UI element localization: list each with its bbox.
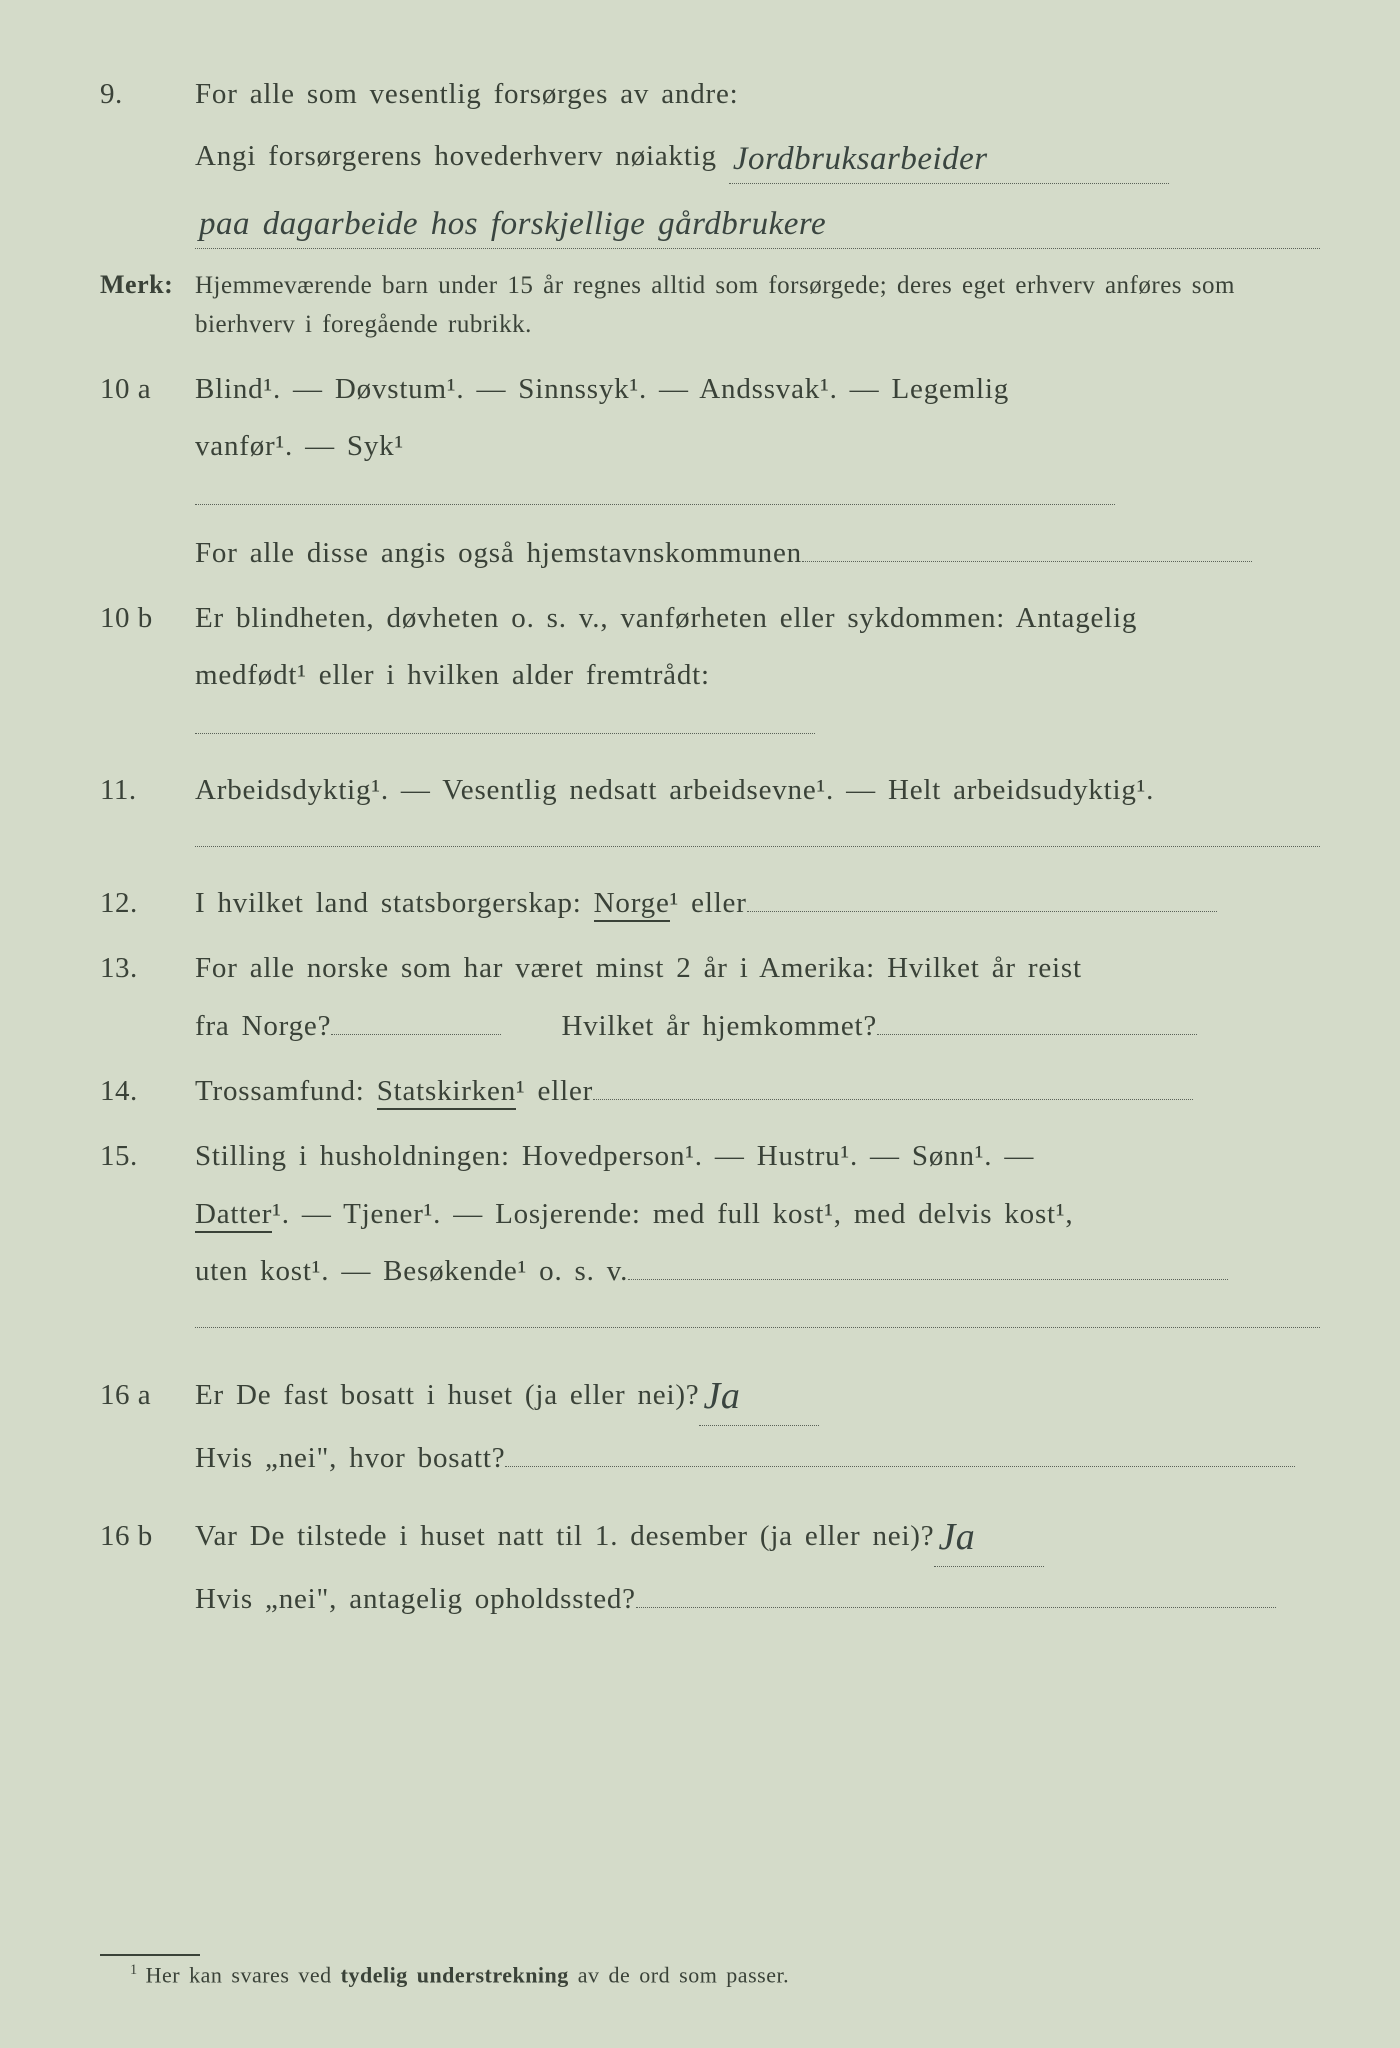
q10b-row2: medfødt¹ eller i hvilken alder fremtrådt… <box>100 651 1320 750</box>
q11-text: Arbeidsdyktig¹. — Vesentlig nedsatt arbe… <box>195 766 1320 815</box>
q13-fill2 <box>877 1034 1197 1035</box>
q16a-hand: Ja <box>699 1364 744 1429</box>
q9-prefix: Angi forsørgerens hovederhverv nøiaktig <box>195 140 717 172</box>
q14-text: Trossamfund: Statskirken¹ eller <box>195 1067 1320 1116</box>
q12-text: I hvilket land statsborgerskap: Norge¹ e… <box>195 879 1320 928</box>
q13-number: 13. <box>100 944 195 993</box>
q16a-text2: Hvis „nei", hvor bosatt? <box>195 1434 1320 1483</box>
footnote-rule <box>100 1954 200 1956</box>
q13-fill1 <box>331 1034 501 1035</box>
q10b-text2: medfødt¹ eller i hvilken alder fremtrådt… <box>195 651 1320 750</box>
q13-row1: 13. For alle norske som har været minst … <box>100 944 1320 993</box>
q10a-number: 10 a <box>100 365 195 414</box>
q16b-text2: Hvis „nei", antagelig opholdssted? <box>195 1575 1320 1624</box>
footnote: 1Her kan svares ved tydelig understrekni… <box>130 1962 1320 1988</box>
q12-underlined: Norge <box>594 887 670 922</box>
q16b-fill2 <box>636 1607 1276 1608</box>
q10a-row2: vanfør¹. — Syk¹ <box>100 422 1320 521</box>
q10a-fill2 <box>802 561 1252 562</box>
q16a-row2: Hvis „nei", hvor bosatt? <box>100 1434 1320 1483</box>
q16a-text1: Er De fast bosatt i huset (ja eller nei)… <box>195 1360 1320 1426</box>
q14-fill <box>593 1099 1193 1100</box>
q13-text1: For alle norske som har været minst 2 år… <box>195 944 1320 993</box>
q16b-row1: 16 b Var De tilstede i huset natt til 1.… <box>100 1501 1320 1567</box>
q16b-text1: Var De tilstede i huset natt til 1. dese… <box>195 1501 1320 1567</box>
q15-row2: Datter¹. — Tjener¹. — Losjerende: med fu… <box>100 1190 1320 1239</box>
q12-row: 12. I hvilket land statsborgerskap: Norg… <box>100 879 1320 928</box>
q11-fill <box>195 825 1320 847</box>
q15-text2: Datter¹. — Tjener¹. — Losjerende: med fu… <box>195 1190 1320 1239</box>
q11-row: 11. Arbeidsdyktig¹. — Vesentlig nedsatt … <box>100 766 1320 815</box>
merk-text: Hjemmeværende barn under 15 år regnes al… <box>195 267 1320 345</box>
q15-row3: uten kost¹. — Besøkende¹ o. s. v. <box>100 1247 1320 1296</box>
q16a-number: 16 a <box>100 1371 195 1420</box>
q14-row: 14. Trossamfund: Statskirken¹ eller <box>100 1067 1320 1116</box>
q10a-fill1 <box>195 504 1115 505</box>
q16b-number: 16 b <box>100 1512 195 1561</box>
q11-number: 11. <box>100 766 195 815</box>
q14-number: 14. <box>100 1067 195 1116</box>
q9-number: 9. <box>100 70 195 119</box>
q16b-hand: Ja <box>934 1505 979 1570</box>
q16a-fill1: Ja <box>699 1360 819 1426</box>
footnote-marker: 1 <box>130 1962 138 1978</box>
q10a-row1: 10 a Blind¹. — Døvstum¹. — Sinnssyk¹. — … <box>100 365 1320 414</box>
q9-text1: For alle som vesentlig forsørges av andr… <box>195 70 1320 119</box>
q9-fill2: paa dagarbeide hos forskjellige gårdbruk… <box>195 192 1320 249</box>
merk-label: Merk: <box>100 263 195 307</box>
q15-text1: Stilling i husholdningen: Hovedperson¹. … <box>195 1132 1320 1181</box>
q9-row1: 9. For alle som vesentlig forsørges av a… <box>100 70 1320 119</box>
q9-hand1: Jordbruksarbeider <box>729 131 992 187</box>
q15-fill1 <box>628 1279 1228 1280</box>
q16a-fill2 <box>505 1466 1295 1467</box>
q9-row2: Angi forsørgerens hovederhverv nøiaktig … <box>100 127 1320 184</box>
q13-row2: fra Norge? Hvilket år hjemkommet? <box>100 1002 1320 1051</box>
q14-underlined: Statskirken <box>377 1075 516 1110</box>
q10b-fill <box>195 733 815 734</box>
q10b-number: 10 b <box>100 594 195 643</box>
q12-fill <box>747 911 1217 912</box>
q15-underlined: Datter <box>195 1198 272 1233</box>
q10b-row1: 10 b Er blindheten, døvheten o. s. v., v… <box>100 594 1320 643</box>
q9-row3: paa dagarbeide hos forskjellige gårdbruk… <box>100 192 1320 249</box>
footnote-area: 1Her kan svares ved tydelig understrekni… <box>100 1954 1320 1988</box>
q16a-row1: 16 a Er De fast bosatt i huset (ja eller… <box>100 1360 1320 1426</box>
q10a-text1: Blind¹. — Døvstum¹. — Sinnssyk¹. — Andss… <box>195 365 1320 414</box>
q16b-fill1: Ja <box>934 1501 1044 1567</box>
q15-fill2 <box>195 1306 1320 1328</box>
q10a-text2: vanfør¹. — Syk¹ <box>195 422 1320 521</box>
q9-hand2: paa dagarbeide hos forskjellige gårdbruk… <box>195 196 830 252</box>
q10b-text1: Er blindheten, døvheten o. s. v., vanfør… <box>195 594 1320 643</box>
q15-number: 15. <box>100 1132 195 1181</box>
q12-number: 12. <box>100 879 195 928</box>
q15-text3: uten kost¹. — Besøkende¹ o. s. v. <box>195 1247 1320 1296</box>
form-page: 9. For alle som vesentlig forsørges av a… <box>0 0 1400 2048</box>
merk-row: Merk: Hjemmeværende barn under 15 år reg… <box>100 263 1320 345</box>
q16b-row2: Hvis „nei", antagelig opholdssted? <box>100 1575 1320 1624</box>
q9-fill1: Jordbruksarbeider <box>729 127 1169 184</box>
q13-text2: fra Norge? Hvilket år hjemkommet? <box>195 1002 1320 1051</box>
q15-row1: 15. Stilling i husholdningen: Hovedperso… <box>100 1132 1320 1181</box>
q10a-text3: For alle disse angis også hjemstavnskomm… <box>195 529 1320 578</box>
q10a-row3: For alle disse angis også hjemstavnskomm… <box>100 529 1320 578</box>
q9-text2: Angi forsørgerens hovederhverv nøiaktig … <box>195 127 1320 184</box>
